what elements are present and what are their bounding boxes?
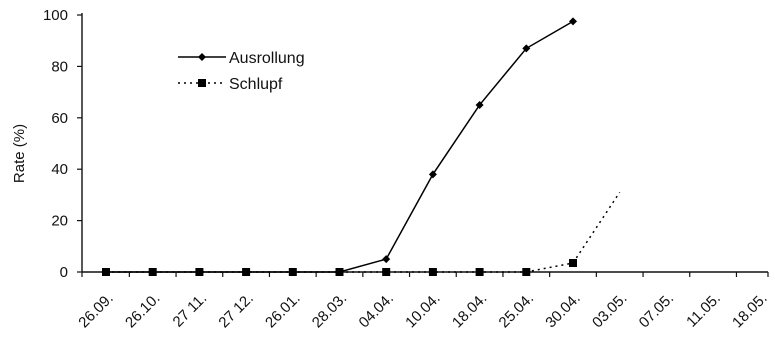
y-tick-label: 40 [51,161,68,178]
x-tick-label: 03.05. [589,290,631,332]
point-marker-ausrollung [569,17,577,26]
y-tick-label: 20 [51,213,68,230]
x-tick-label: 04.04. [356,290,398,332]
x-tick-label: 28.03. [309,290,351,332]
x-tick-label: 27 11. [170,290,211,331]
point-marker-schlupf [148,268,157,276]
point-marker-schlupf [382,268,391,276]
point-marker-schlupf [242,268,251,276]
x-tick-label: 30.04. [542,290,584,332]
x-tick-label: 11.05. [683,290,724,331]
series-line-schlupf [106,191,621,273]
x-tick-label: 18.05. [729,290,771,332]
x-tick-label: 27 12. [215,290,257,332]
point-marker-schlupf [475,268,484,276]
point-marker-schlupf [569,259,577,268]
legend-label-ausrollung: Ausrollung [229,50,305,67]
point-marker-schlupf [102,268,110,276]
y-axis-title: Rate (%) [11,124,28,183]
x-tick-label: 10.04. [402,290,444,332]
x-tick-label: 26.09. [75,290,117,332]
x-axis: 26.09. 26.10. 27 11. 27 12. 26.01. 28.03. 04.0… [75,271,771,332]
legend-marker-schlupf [198,79,206,87]
point-marker-schlupf [335,268,344,276]
x-tick-label: 25.04. [496,290,538,332]
x-tick-label: 26.01. [262,290,304,332]
point-marker-schlupf [428,268,437,276]
point-marker-schlupf [288,268,297,276]
point-marker-ausrollung [522,44,531,53]
x-tick-label: 07.05. [636,290,678,332]
point-marker-ausrollung [382,255,391,264]
x-tick-label: 18.04. [449,290,491,332]
x-tick-label: 26.10. [122,290,164,332]
legend-marker-ausrollung [198,53,206,61]
y-tick-label: 80 [51,58,68,75]
point-marker-schlupf [195,268,204,276]
y-tick-label: 100 [43,7,68,24]
legend-label-schlupf: Schlupf [229,76,283,93]
y-axis: 0 20 40 60 80 100 Rate (%) [11,7,83,281]
y-tick-label: 60 [51,110,68,127]
point-marker-ausrollung [428,170,437,179]
series-line-ausrollung [106,20,574,273]
point-marker-schlupf [522,268,531,276]
legend: Ausrollung Schlupf [178,50,305,93]
series-layer [102,17,621,276]
point-marker-ausrollung [475,100,484,109]
y-tick-label: 0 [60,264,68,281]
